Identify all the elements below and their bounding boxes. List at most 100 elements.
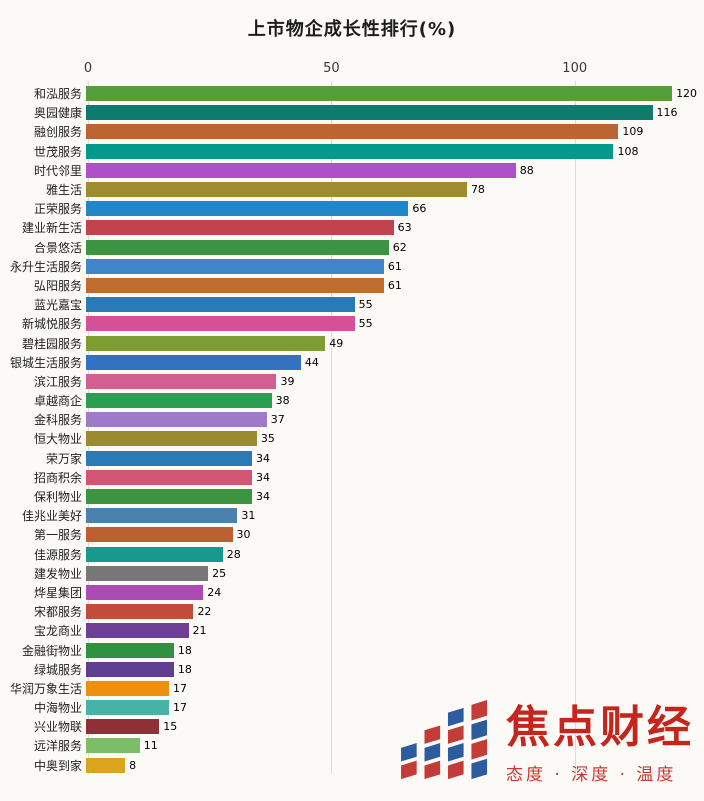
bar-row: 银城生活服务 44 xyxy=(0,353,704,372)
bar-track: 61 xyxy=(86,257,675,276)
bar-value-label: 116 xyxy=(656,106,678,120)
bar xyxy=(86,546,223,562)
bar-track: 66 xyxy=(86,199,675,218)
bar-row: 佳兆业美好 31 xyxy=(0,506,704,525)
bar-track: 8 xyxy=(86,756,675,775)
bar-category-label: 时代邻里 xyxy=(33,163,82,178)
bar-value-label: 37 xyxy=(270,413,285,427)
bar-track: 39 xyxy=(86,372,675,391)
bar-track: 11 xyxy=(86,736,675,755)
bar xyxy=(86,431,257,447)
bar xyxy=(86,527,233,543)
bar-row: 蓝光嘉宝 55 xyxy=(0,295,704,314)
bar-track: 116 xyxy=(86,103,678,122)
x-axis: 0 50 100 xyxy=(84,61,675,77)
bar-track: 15 xyxy=(86,717,675,736)
bar-category-label: 弘阳服务 xyxy=(33,278,82,293)
brand-tagline: 态度 · 深度 · 温度 xyxy=(506,765,677,785)
bar-value-label: 88 xyxy=(519,163,534,177)
bar xyxy=(86,201,409,217)
bar-value-label: 66 xyxy=(412,202,427,216)
bar-category-label: 碧桂园服务 xyxy=(21,336,82,351)
bar-rows: 和泓服务 120 奥园健康 116 融创服务 109 世茂服务 108 时代邻里… xyxy=(0,84,704,775)
gridline xyxy=(88,81,89,774)
bar-row: 宝龙商业 21 xyxy=(0,621,704,640)
bar xyxy=(86,719,160,735)
bar-category-label: 雅生活 xyxy=(45,183,82,198)
bar-value-label: 120 xyxy=(676,87,698,101)
bar-track: 24 xyxy=(86,583,675,602)
bar-category-label: 兴业物联 xyxy=(33,720,82,735)
bar-value-label: 35 xyxy=(260,432,275,446)
bar-row: 中海物业 17 xyxy=(0,698,704,717)
bar-track: 37 xyxy=(86,410,675,429)
bar-row: 建业新生活 63 xyxy=(0,218,704,237)
bar xyxy=(86,757,126,773)
bar-row: 金科服务 37 xyxy=(0,410,704,429)
bar-category-label: 蓝光嘉宝 xyxy=(33,298,82,313)
bar-category-label: 新城悦服务 xyxy=(21,317,82,332)
logo-bar-4 xyxy=(471,700,488,780)
bar-row: 时代邻里 88 xyxy=(0,161,704,180)
bar xyxy=(86,623,189,639)
bar-track: 34 xyxy=(86,449,675,468)
bar-category-label: 金融街物业 xyxy=(21,643,82,658)
bar-row: 恒大物业 35 xyxy=(0,429,704,448)
bar-row: 宋都服务 22 xyxy=(0,602,704,621)
bar xyxy=(86,450,253,466)
bar-category-label: 建发物业 xyxy=(33,566,82,581)
growth-ranking-chart: 0 50 100 和泓服务 120 奥园健康 116 融创服务 109 世茂服务 1… xyxy=(0,61,704,775)
bar-value-label: 34 xyxy=(256,470,271,484)
bar-value-label: 49 xyxy=(329,336,344,350)
bar-value-label: 61 xyxy=(387,259,402,273)
bar-category-label: 银城生活服务 xyxy=(9,355,82,370)
bar xyxy=(86,508,238,524)
bar-track: 44 xyxy=(86,353,675,372)
bar xyxy=(86,297,355,313)
bar-track: 63 xyxy=(86,218,675,237)
bar-track: 17 xyxy=(86,679,675,698)
bar-row: 荣万家 34 xyxy=(0,449,704,468)
chart-title: 上市物企成长性排行(%) xyxy=(247,19,457,40)
bar-row: 第一服务 30 xyxy=(0,525,704,544)
bar-value-label: 17 xyxy=(173,701,188,715)
plot-area: 和泓服务 120 奥园健康 116 融创服务 109 世茂服务 108 时代邻里… xyxy=(0,81,704,775)
brand-text: 焦点财经 态度 · 深度 · 温度 xyxy=(506,705,694,785)
bar-row: 卓越商企 38 xyxy=(0,391,704,410)
bar-value-label: 21 xyxy=(192,624,207,638)
bar-category-label: 中海物业 xyxy=(33,701,82,716)
grid-layer xyxy=(88,81,675,774)
bar xyxy=(86,469,253,485)
bar xyxy=(86,565,209,581)
bar-value-label: 44 xyxy=(304,355,319,369)
x-axis-tick: 0 xyxy=(83,61,93,76)
bar-category-label: 世茂服务 xyxy=(33,144,82,159)
bar-track: 88 xyxy=(86,161,675,180)
logo-bar-1 xyxy=(401,743,417,780)
bar-track: 108 xyxy=(86,142,675,161)
bar xyxy=(86,489,253,505)
bar-value-label: 55 xyxy=(358,298,373,312)
bar-track: 25 xyxy=(86,564,675,583)
bar-row: 碧桂园服务 49 xyxy=(0,333,704,352)
bar-row: 绿城服务 18 xyxy=(0,660,704,679)
bar-track: 18 xyxy=(86,660,675,679)
bar-track: 78 xyxy=(86,180,675,199)
bar-value-label: 62 xyxy=(392,240,407,254)
logo-bar-3 xyxy=(447,707,464,780)
bar xyxy=(86,316,355,332)
bar-category-label: 宝龙商业 xyxy=(33,624,82,639)
bar-category-label: 保利物业 xyxy=(33,490,82,505)
bar-row: 奥园健康 116 xyxy=(0,103,704,122)
bar-value-label: 39 xyxy=(280,374,295,388)
bar-row: 远洋服务 11 xyxy=(0,736,704,755)
bar-category-label: 中奥到家 xyxy=(33,758,82,773)
bar-track: 55 xyxy=(86,295,675,314)
bar-value-label: 78 xyxy=(470,183,485,197)
bar-category-label: 招商积余 xyxy=(33,470,82,485)
bar-track: 34 xyxy=(86,487,675,506)
bar xyxy=(86,335,326,351)
gridline xyxy=(331,81,333,774)
bar-row: 合景悠活 62 xyxy=(0,238,704,257)
